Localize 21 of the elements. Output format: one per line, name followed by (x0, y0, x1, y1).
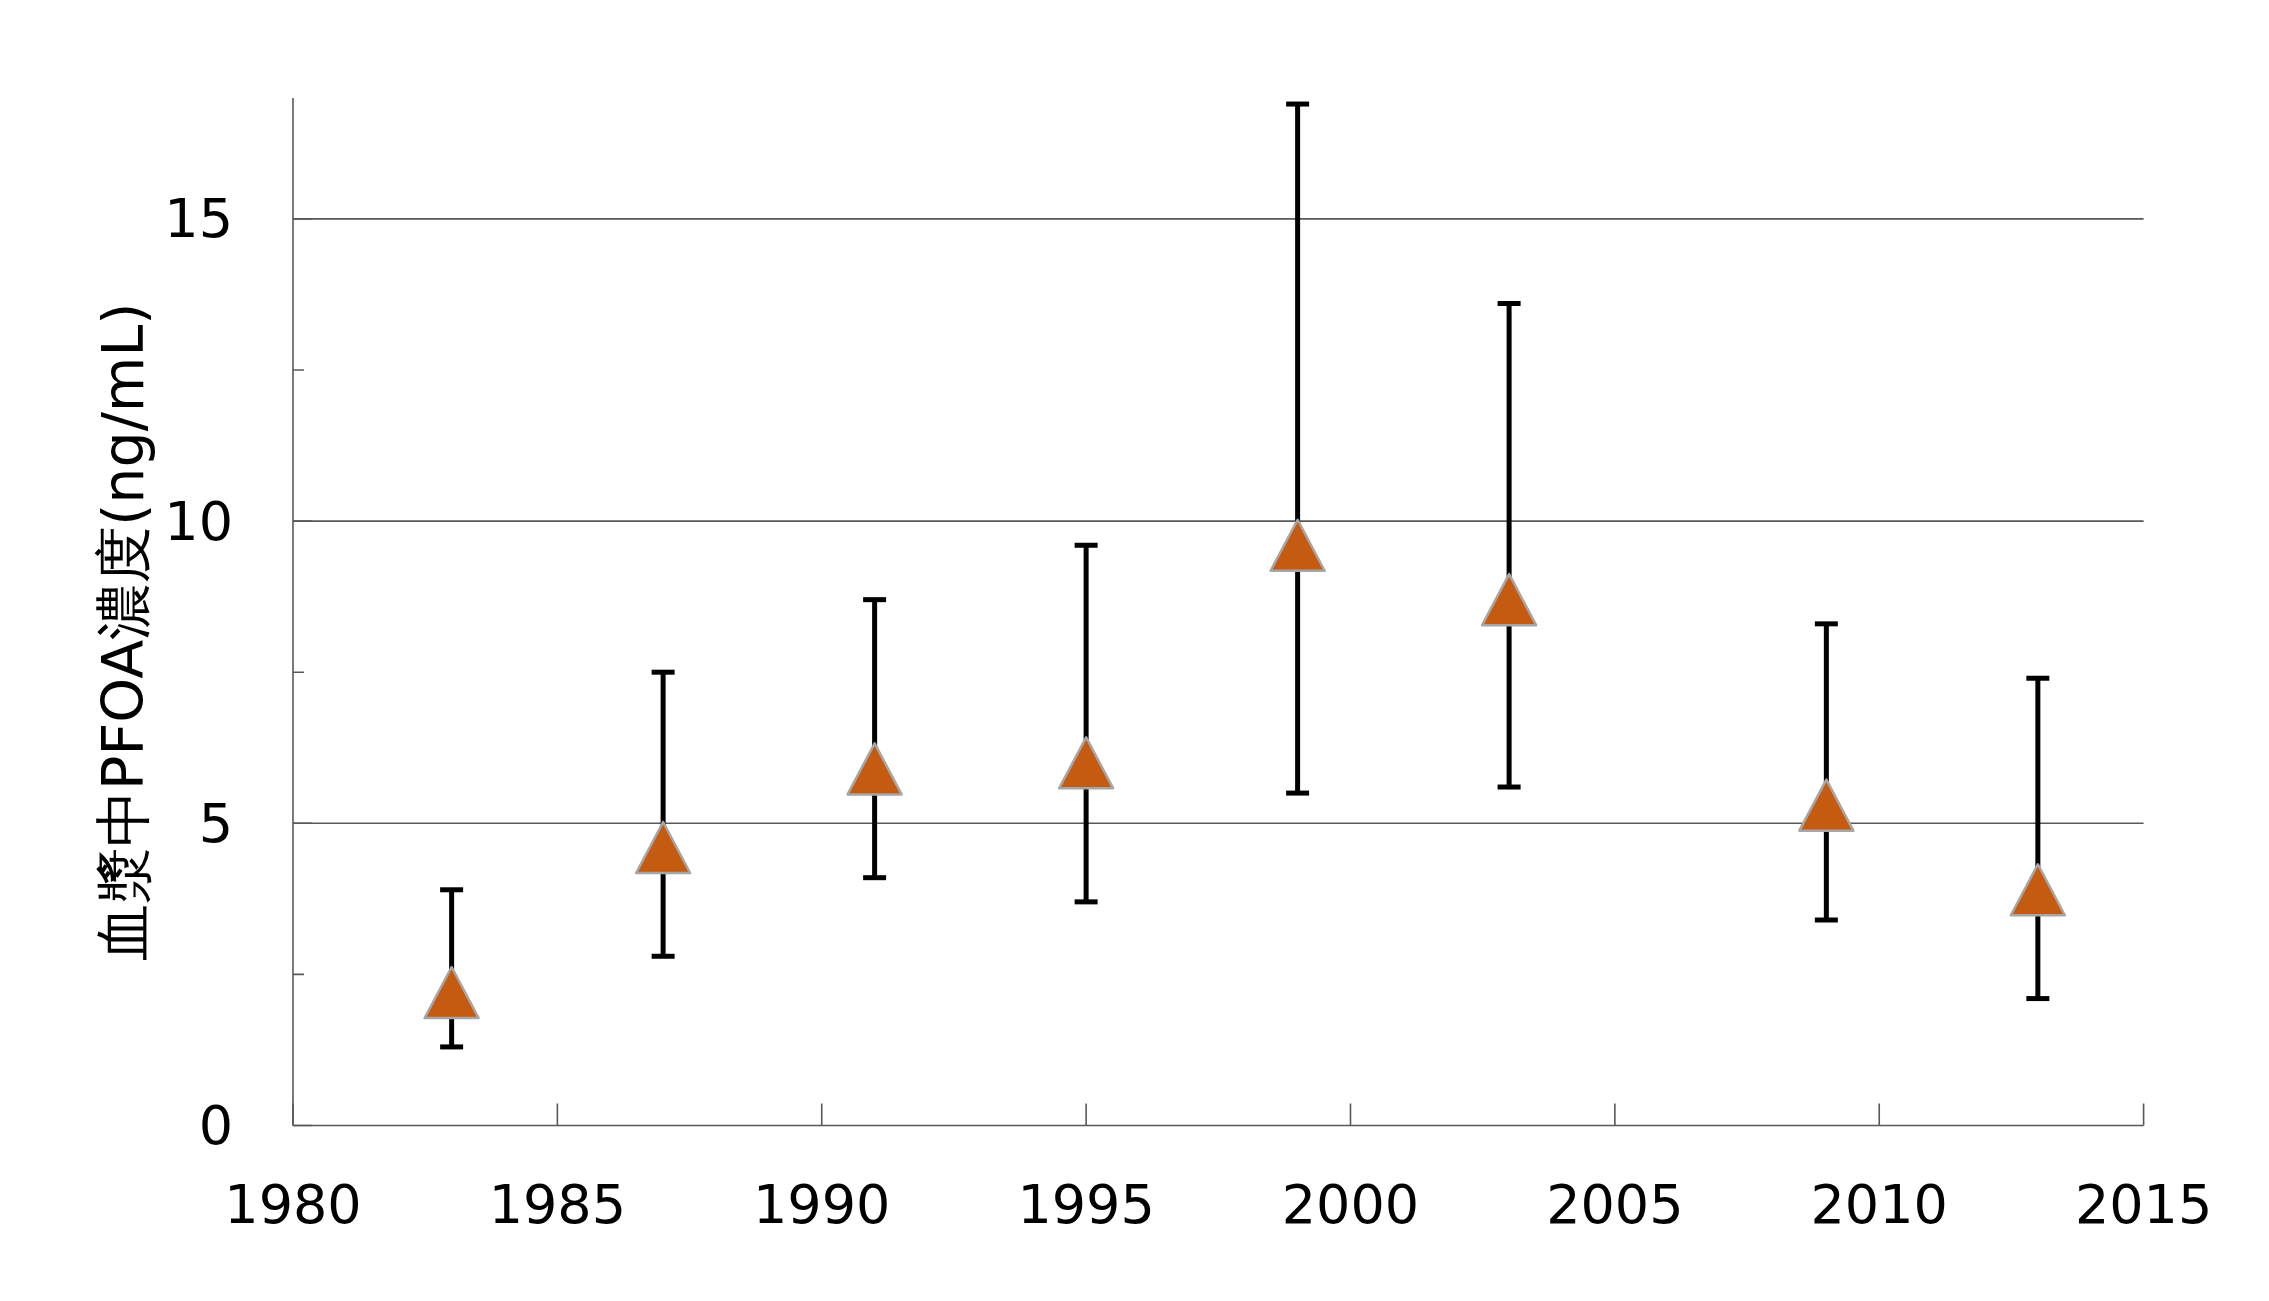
x-tick-label: 1985 (488, 1173, 627, 1236)
point (1798, 778, 1855, 832)
x-tick-label: 1990 (753, 1173, 891, 1236)
x-tick-label: 2000 (1281, 1173, 1420, 1236)
point (1057, 736, 1115, 790)
y-tick-label: 0 (198, 1094, 233, 1157)
point (2009, 863, 2067, 917)
point (1269, 518, 1326, 573)
point (634, 820, 692, 875)
point (846, 742, 903, 796)
y-tick-label: 5 (198, 791, 233, 855)
y-tick-label: 15 (164, 187, 233, 251)
x-tick-label: 2015 (2074, 1173, 2213, 1236)
y-axis-title: 血漿中PFOA濃度(ng/mL) (90, 302, 156, 961)
point (423, 965, 480, 1020)
point (1480, 572, 1538, 627)
x-tick-label: 2005 (1546, 1173, 1684, 1236)
x-tick-label: 1995 (1017, 1173, 1155, 1236)
x-tick-label: 1980 (224, 1173, 362, 1236)
x-tick-label: 2010 (1810, 1173, 1948, 1236)
y-tick-label: 10 (164, 489, 233, 553)
